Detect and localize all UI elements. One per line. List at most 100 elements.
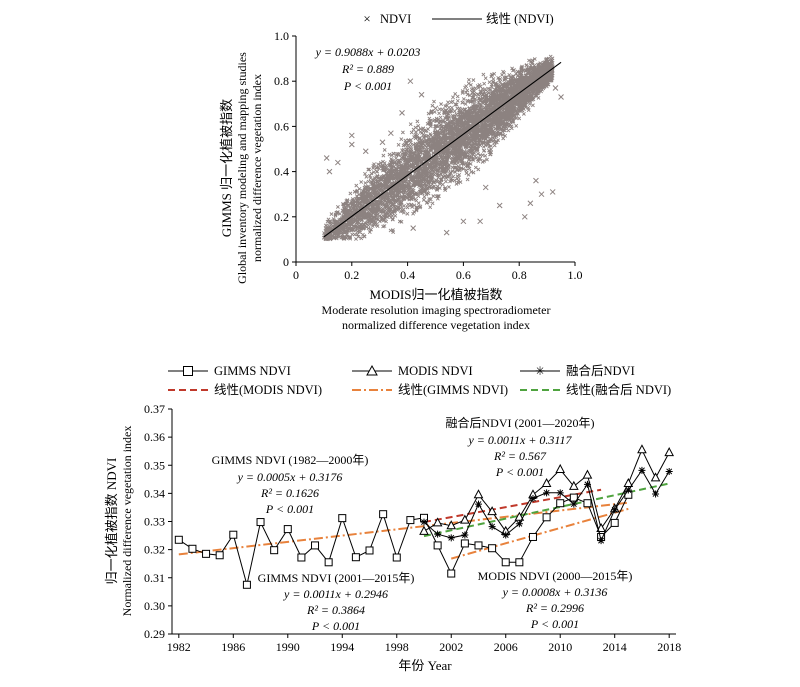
timeseries-x-tick-label: 2006 [494, 640, 518, 654]
scatter-legend: × NDVI 线性 (NDVI) [363, 11, 553, 26]
gimms-point [460, 539, 469, 548]
gimms-point [488, 544, 497, 553]
gimms-point [188, 544, 197, 553]
fused-point [665, 467, 673, 475]
timeseries-y-tick-label: 0.35 [144, 458, 165, 472]
fused-point [461, 531, 469, 539]
gimms-point [583, 499, 592, 508]
ann-gimms1-title: GIMMS NDVI (1982—2000年) [212, 453, 369, 467]
gimms-point [406, 516, 415, 525]
gimms-point [311, 541, 320, 550]
scatter-x-ticks: 0 0.2 0.4 0.6 0.8 1.0 [293, 262, 583, 282]
scatter-outlier-point [323, 155, 330, 161]
gimms-point [392, 553, 401, 562]
modis-point [487, 506, 497, 516]
scatter-outlier-point [326, 168, 333, 175]
scatter-eq-line1: y = 0.9088x + 0.0203 [315, 45, 421, 59]
modis-point [569, 480, 579, 490]
timeseries-y-ticks: 0.29 0.30 0.31 0.32 0.33 0.34 0.35 0.36 0.37 [144, 402, 172, 641]
scatter-outlier-point [388, 130, 394, 137]
ann-gimms1-eq: y = 0.0005x + 0.3176 [237, 470, 343, 484]
ann-gimms2-p: P < 0.001 [311, 619, 360, 633]
modis-point [650, 472, 661, 482]
scatter-outlier-point [460, 218, 467, 225]
legend-ndvi: NDVI [380, 12, 411, 26]
scatter-outlier-point [407, 78, 414, 85]
gimms-point [433, 541, 442, 550]
scatter-outlier-point [549, 189, 556, 195]
gimms-point [242, 580, 251, 589]
fused-point [570, 500, 578, 508]
modis-point [419, 525, 429, 535]
fused-point [515, 520, 523, 528]
gimms-point [256, 518, 265, 527]
ann-modis-title: MODIS NDVI (2000—2015年) [478, 569, 633, 583]
fused-point [447, 534, 455, 542]
gimms-point [542, 513, 551, 522]
scatter-fit-line [323, 61, 562, 238]
ann-gimms1-r2: R² = 0.1626 [260, 486, 319, 500]
annotation-gimms-2001-2015: GIMMS NDVI (2001—2015年) y = 0.0011x + 0.… [258, 571, 415, 633]
series-line [178, 494, 629, 585]
scatter-outlier-point [482, 184, 489, 191]
gimms-point [229, 530, 238, 539]
scatter-outlier-point [432, 105, 439, 112]
timeseries-y-label-1: 归一化植被指数 NDVI [104, 458, 119, 585]
scatter-outlier-point [521, 213, 528, 220]
fused-point [652, 490, 660, 498]
gimms-point [351, 553, 360, 562]
timeseries-x-tick-label: 2014 [603, 640, 627, 654]
scatter-y-label-2: Global inventory modeling and mapping st… [235, 52, 249, 284]
legend-fused: 融合后NDVI [566, 363, 635, 378]
gimms-point [324, 558, 333, 567]
gimms-point [528, 532, 537, 541]
ann-modis-eq: y = 0.0008x + 0.3136 [502, 585, 608, 599]
scatter-x-tick-label: 1.0 [568, 268, 583, 282]
scatter-outlier-point [552, 85, 559, 91]
scatter-outlier-point [496, 202, 503, 209]
gimms-point [270, 546, 279, 555]
scatter-outlier-point [399, 109, 405, 116]
modis-point [473, 489, 484, 499]
scatter-y-tick-label: 0.4 [274, 165, 289, 179]
timeseries-x-label: 年份 Year [398, 658, 452, 673]
scatter-x-label-1: MODIS归一化植被指数 [370, 287, 503, 302]
legend-gimms-marker [183, 366, 193, 376]
modis-point [582, 469, 593, 479]
scatter-x-tick-label: 0.2 [344, 268, 359, 282]
scatter-y-label: GIMMS 归一化植被指数 Global inventory modeling … [219, 52, 264, 284]
gimms-point [474, 541, 483, 550]
fused-point [583, 480, 591, 488]
fused-point [474, 500, 482, 508]
modis-point [596, 522, 606, 533]
gimms-point [174, 535, 183, 544]
timeseries-legend: GIMMS NDVI MODIS NDVI ✳ 融合后NDVI 线性(MODIS… [168, 363, 671, 397]
timeseries-x-tick-label: 1998 [385, 640, 409, 654]
timeseries-y-tick-label: 0.30 [144, 599, 165, 613]
scatter-outlier-point [477, 218, 483, 225]
scatter-outlier-point [418, 91, 425, 98]
scatter-y-label-3: normalized difference vegetation index [250, 74, 264, 262]
ann-fused-title: 融合后NDVI (2001—2020年) [446, 415, 595, 430]
scatter-outlier-point [410, 225, 417, 231]
fused-point [529, 494, 537, 502]
timeseries-y-tick-label: 0.36 [144, 430, 165, 444]
gimms-point [338, 514, 347, 523]
ann-fused-eq: y = 0.0011x + 0.3117 [467, 433, 572, 447]
ann-gimms2-eq: y = 0.0011x + 0.2946 [283, 587, 388, 601]
legend-gimms-trend: 线性(GIMMS NDVI) [398, 383, 508, 397]
modis-point [460, 514, 470, 524]
timeseries-y-tick-label: 0.31 [144, 571, 165, 585]
annotation-fused-2001-2020: 融合后NDVI (2001—2020年) y = 0.0011x + 0.311… [446, 415, 595, 479]
scatter-outlier-point [362, 148, 369, 155]
gimms-point [447, 569, 456, 578]
gimms-point [610, 518, 619, 527]
legend-modis: MODIS NDVI [398, 364, 473, 378]
timeseries-x-tick-label: 1982 [167, 640, 191, 654]
timeseries-x-tick-label: 2010 [548, 640, 572, 654]
annotation-gimms-1982-2000: GIMMS NDVI (1982—2000年) y = 0.0005x + 0.… [212, 453, 369, 516]
timeseries-y-tick-label: 0.29 [144, 627, 165, 641]
fused-point [420, 518, 428, 526]
scatter-x-label: MODIS归一化植被指数 Moderate resolution imaging… [322, 287, 551, 332]
